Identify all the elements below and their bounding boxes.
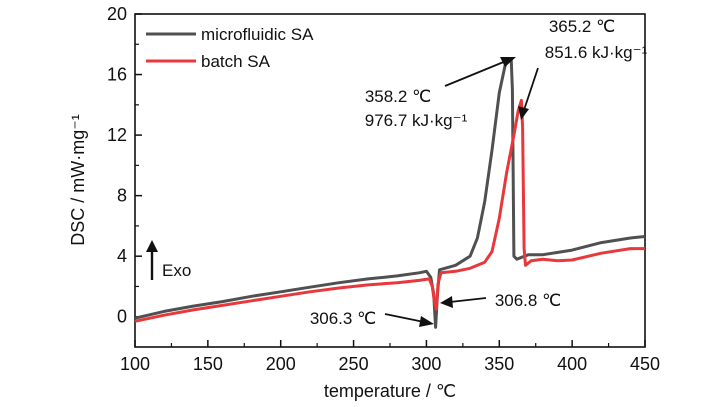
peak-batch-enthalpy: 851.6 kJ·kg⁻¹	[545, 43, 648, 62]
x-tick-label: 200	[266, 354, 296, 374]
x-tick-label: 450	[630, 354, 660, 374]
peak-batch-arrow	[523, 67, 539, 111]
y-tick-label: 4	[117, 246, 127, 266]
y-tick-label: 16	[107, 65, 127, 85]
annotations: 358.2 ℃ 976.7 kJ·kg⁻¹ 365.2 ℃ 851.6 kJ·k…	[310, 17, 648, 328]
series-line-batch	[134, 98, 645, 323]
y-tick-label: 8	[117, 186, 127, 206]
peak-microfluidic-temp: 358.2 ℃	[365, 87, 431, 106]
peak-batch-arrowhead-icon	[518, 106, 529, 120]
x-tick-label: 250	[339, 354, 369, 374]
series-line-microfluidic	[134, 57, 646, 329]
peak-batch-temp: 365.2 ℃	[549, 17, 615, 36]
peak-microfluidic-arrow	[444, 60, 507, 87]
x-tick-label: 150	[193, 354, 223, 374]
exo-arrowhead-icon	[146, 240, 158, 252]
legend: microfluidic SA batch SA	[146, 25, 314, 71]
series-layer	[134, 57, 646, 329]
dip-batch-arrowhead-icon	[440, 296, 453, 308]
y-tick-label: 0	[117, 307, 127, 327]
exo-label: Exo	[162, 261, 191, 280]
y-axis-label: DSC / mW·mg⁻¹	[68, 114, 88, 245]
x-axis-label: temperature / ℃	[324, 381, 456, 401]
x-tick-label: 100	[120, 354, 150, 374]
y-tick-label: 12	[107, 125, 127, 145]
peak-microfluidic-arrowhead-icon	[500, 57, 516, 67]
axis-ticks: 100 150 200 250 300 350 400 450 0 4 8 12 16 20	[107, 4, 660, 374]
x-tick-label: 400	[557, 354, 587, 374]
peak-microfluidic-enthalpy: 976.7 kJ·kg⁻¹	[365, 111, 468, 130]
x-tick-label: 350	[484, 354, 514, 374]
legend-label-batch: batch SA	[201, 52, 271, 71]
x-tick-label: 300	[411, 354, 441, 374]
dip-microfluidic-arrow	[384, 313, 425, 323]
legend-label-microfluidic: microfluidic SA	[201, 25, 314, 44]
dip-batch-arrow	[449, 297, 487, 303]
y-tick-label: 20	[107, 4, 127, 24]
dip-microfluidic-arrowhead-icon	[419, 316, 434, 327]
dip-batch-temp: 306.8 ℃	[495, 291, 561, 310]
exo-indicator: Exo	[146, 240, 191, 280]
dip-microfluidic-temp: 306.3 ℃	[310, 309, 376, 328]
